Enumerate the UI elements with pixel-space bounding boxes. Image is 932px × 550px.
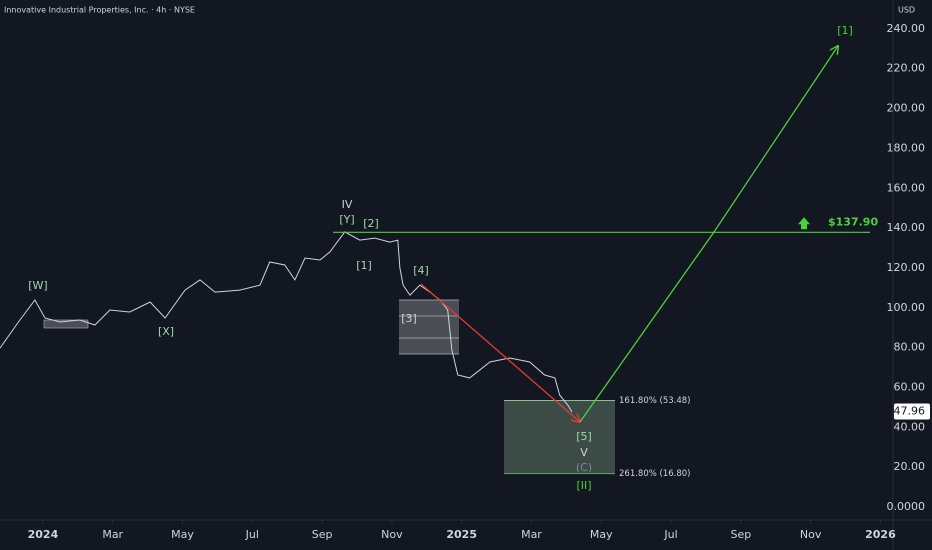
wave-label: [II] (576, 479, 591, 492)
zone (399, 300, 459, 354)
wave-label: [2] (363, 217, 379, 230)
wave-label: [5] (576, 430, 592, 443)
y-tick-label: 40.00 (894, 420, 926, 433)
x-tick-label: May (171, 528, 194, 541)
y-tick-label: 0.0000 (887, 500, 926, 513)
wave-label: [4] (413, 264, 429, 277)
wave-label: [Y] (339, 213, 354, 226)
x-tick-label: May (590, 528, 613, 541)
x-tick-label: 2024 (28, 528, 59, 541)
wave-label: IV (342, 198, 353, 211)
x-tick-label: Sep (730, 528, 751, 541)
x-tick-label: Jul (245, 528, 259, 541)
wave-label: [3] (401, 312, 417, 325)
x-tick-label: 2026 (865, 528, 896, 541)
y-tick-label: 200.00 (887, 102, 926, 115)
red-arrow (420, 283, 580, 422)
y-tick-label: 60.00 (894, 381, 926, 394)
y-tick-label: 80.00 (894, 341, 926, 354)
chart-title: Innovative Industrial Properties, Inc. ·… (4, 6, 195, 15)
y-tick-label: 140.00 (887, 221, 926, 234)
last-price: 47.96 (894, 404, 926, 417)
y-tick-label: 100.00 (887, 301, 926, 314)
y-tick-label: 20.00 (894, 460, 926, 473)
x-tick-label: Sep (312, 528, 333, 541)
fib-zone (504, 400, 615, 474)
wave-label: V (580, 446, 588, 459)
wave-label: [X] (158, 325, 174, 338)
y-tick-label: 220.00 (887, 62, 926, 75)
y-tick-label: 160.00 (887, 181, 926, 194)
x-tick-label: Jul (663, 528, 677, 541)
target-label: $137.90 (828, 215, 878, 228)
x-tick-label: Nov (381, 528, 403, 541)
y-tick-label: 120.00 (887, 261, 926, 274)
fib-label: 261.80% (16.80) (619, 469, 691, 479)
currency: USD (898, 6, 915, 15)
y-tick-label: 180.00 (887, 141, 926, 154)
wave-label: [W] (28, 279, 47, 292)
wave-label: (C) (576, 461, 592, 474)
x-tick-label: Mar (102, 528, 123, 541)
y-tick-label: 240.00 (887, 22, 926, 35)
x-tick-label: 2025 (446, 528, 477, 541)
fib-label: 161.80% (53.48) (619, 396, 691, 406)
zone (43, 319, 89, 329)
target-arrow (798, 217, 810, 230)
x-tick-label: Nov (800, 528, 822, 541)
last-price-tag (894, 403, 930, 420)
wave-label: [1] (837, 24, 853, 37)
x-tick-label: Mar (521, 528, 542, 541)
wave-label: [1] (356, 259, 372, 272)
green-arrow (579, 46, 838, 423)
